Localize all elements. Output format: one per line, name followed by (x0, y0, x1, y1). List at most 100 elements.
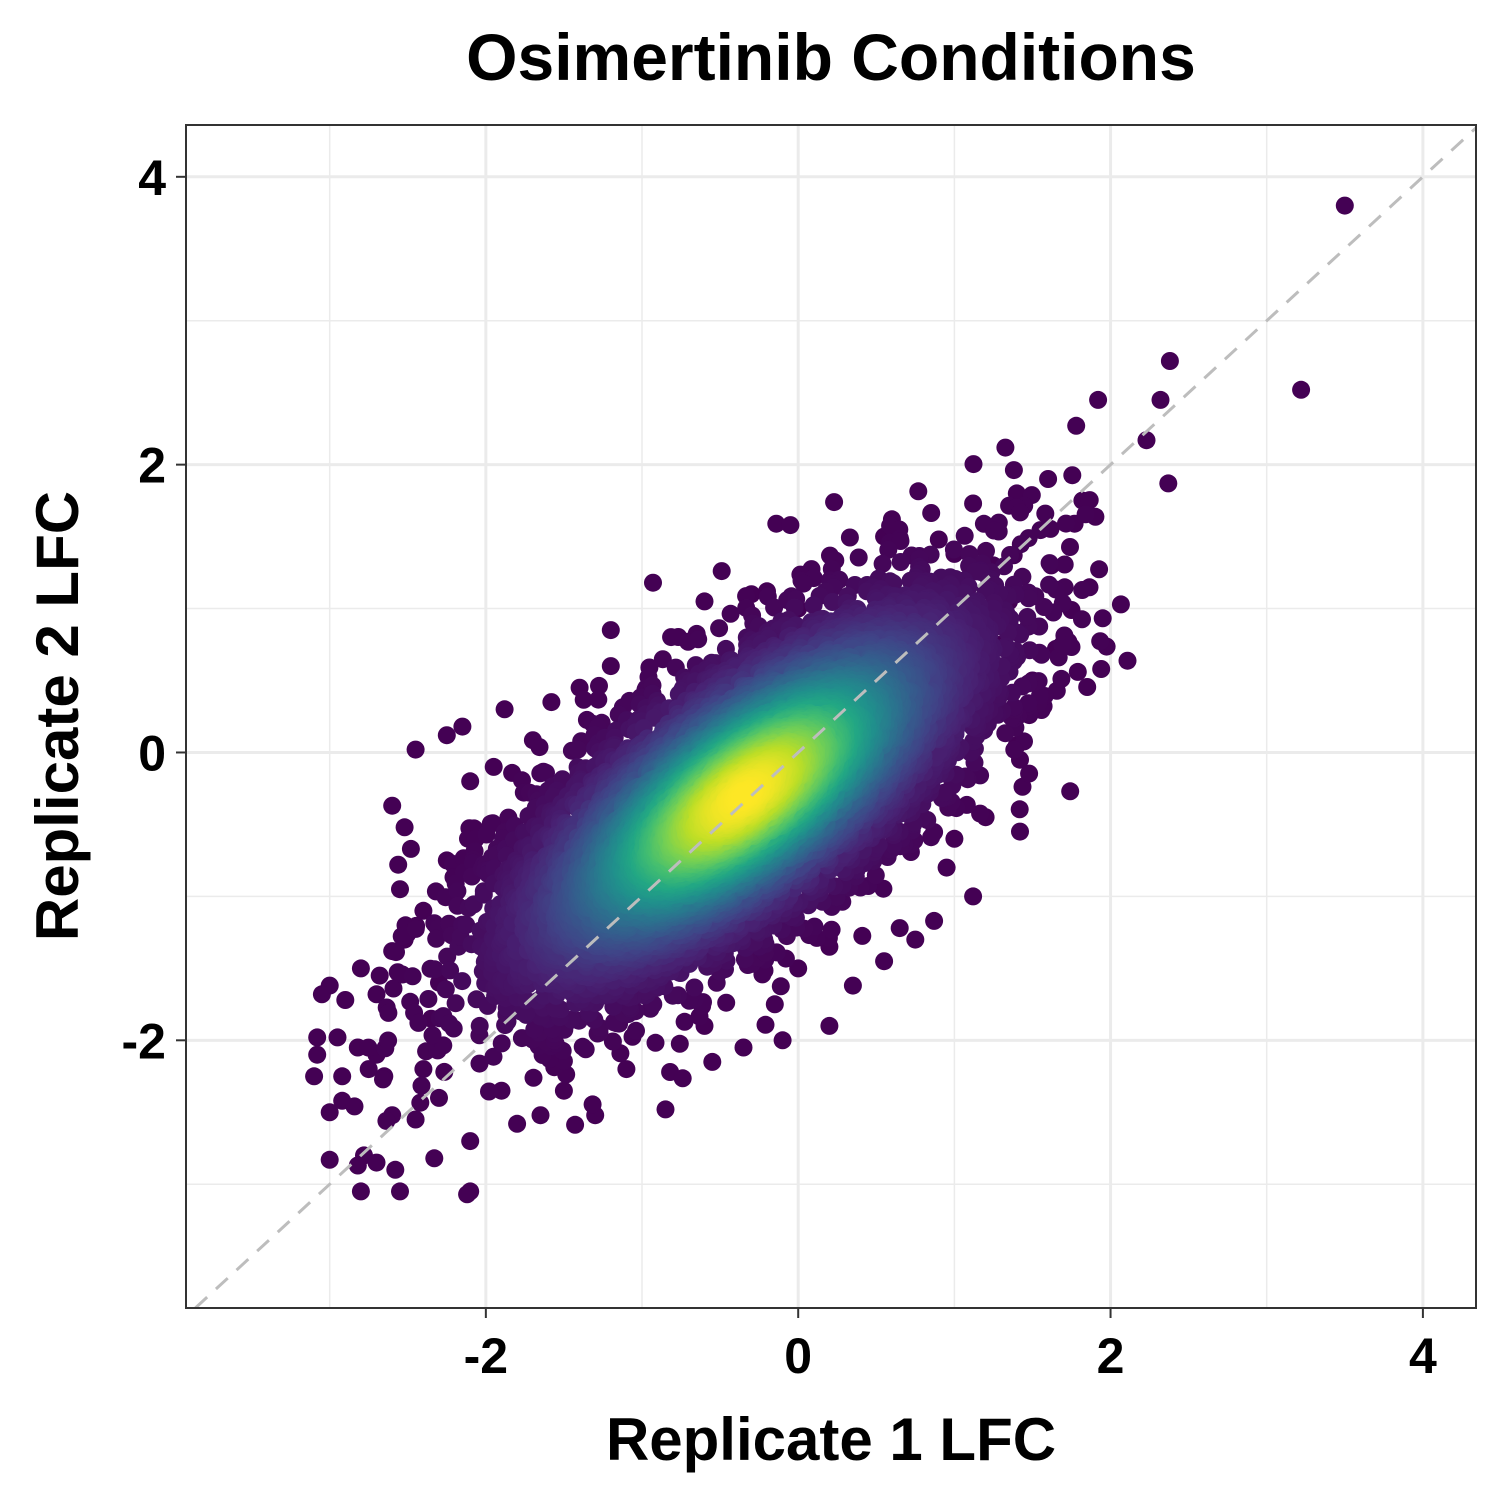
data-point (470, 1016, 489, 1035)
data-point (853, 926, 872, 945)
data-point (566, 1115, 585, 1134)
data-point (922, 504, 941, 522)
data-point (646, 1033, 665, 1052)
data-point (675, 1012, 694, 1031)
data-point (1335, 196, 1354, 215)
data-point (767, 514, 786, 533)
data-point (409, 1013, 428, 1032)
data-point (425, 1149, 444, 1168)
data-point (406, 919, 425, 938)
data-point (1093, 609, 1112, 628)
data-point (955, 526, 974, 545)
data-point (589, 690, 608, 709)
data-point (695, 592, 714, 611)
data-point (457, 916, 476, 934)
data-point (849, 548, 868, 567)
data-point (1040, 575, 1059, 594)
data-point (890, 919, 909, 938)
data-point (603, 1032, 622, 1051)
data-point (1019, 694, 1038, 713)
data-point (971, 804, 990, 823)
data-point (480, 1082, 498, 1101)
data-point (937, 858, 956, 877)
data-point (1067, 416, 1086, 435)
data-point (717, 993, 736, 1012)
data-point (484, 1047, 503, 1066)
data-point (781, 516, 800, 535)
data-point (771, 977, 790, 996)
data-point (653, 650, 672, 669)
data-point (308, 1028, 327, 1047)
data-point (996, 438, 1015, 457)
data-point (794, 574, 813, 593)
data-point (484, 757, 503, 776)
data-point (383, 796, 402, 815)
data-point (1010, 800, 1029, 819)
data-point (944, 540, 963, 559)
data-point (1092, 660, 1111, 678)
data-point (305, 1067, 324, 1086)
data-point (843, 976, 862, 995)
data-point (891, 553, 910, 571)
data-point (406, 1110, 425, 1129)
data-point (1118, 651, 1137, 670)
data-point (414, 901, 433, 920)
data-point (440, 1014, 459, 1033)
data-point (1011, 503, 1030, 522)
data-point (453, 972, 472, 991)
data-point (721, 604, 740, 623)
data-point (461, 1132, 480, 1151)
data-point (312, 985, 331, 1004)
data-point (703, 1052, 722, 1071)
data-point (437, 726, 456, 745)
data-point (773, 1031, 792, 1050)
data-point (427, 929, 446, 948)
data-point (425, 960, 444, 979)
data-point (320, 1150, 339, 1169)
data-point (379, 1031, 398, 1050)
data-point (573, 1037, 592, 1056)
data-point (823, 593, 842, 611)
data-point (906, 930, 925, 949)
data-point (333, 1067, 352, 1086)
data-point (1073, 610, 1091, 629)
data-point (391, 1182, 409, 1201)
data-point (617, 1060, 636, 1079)
data-point (517, 1003, 536, 1022)
points-layer (305, 196, 1354, 1204)
data-point (359, 1060, 378, 1079)
data-point (531, 1106, 550, 1125)
data-point (1020, 764, 1039, 783)
data-point (1005, 740, 1024, 759)
data-point (1057, 514, 1075, 533)
data-point (389, 855, 408, 874)
data-point (929, 530, 948, 549)
data-point (419, 990, 438, 1008)
data-point (1011, 822, 1029, 841)
data-point (1078, 678, 1097, 696)
data-point (384, 979, 403, 998)
data-point (568, 740, 587, 759)
data-point (474, 885, 493, 904)
data-point (377, 1111, 396, 1130)
data-point (492, 1034, 511, 1053)
data-point (1063, 466, 1082, 485)
data-point (406, 740, 425, 759)
data-point (367, 1153, 386, 1172)
data-point (789, 959, 808, 978)
data-point (734, 1038, 753, 1057)
data-point (320, 1103, 339, 1122)
data-point (945, 829, 964, 848)
data-point (453, 717, 472, 736)
data-point (359, 1038, 378, 1057)
data-point (1091, 632, 1110, 651)
data-point (351, 1182, 370, 1201)
data-point (308, 1045, 327, 1064)
data-point (765, 995, 784, 1014)
data-point (820, 1016, 839, 1035)
data-point (627, 1021, 645, 1040)
data-point (874, 879, 893, 898)
data-point (601, 621, 620, 640)
data-point (530, 738, 549, 757)
data-point (689, 630, 708, 649)
